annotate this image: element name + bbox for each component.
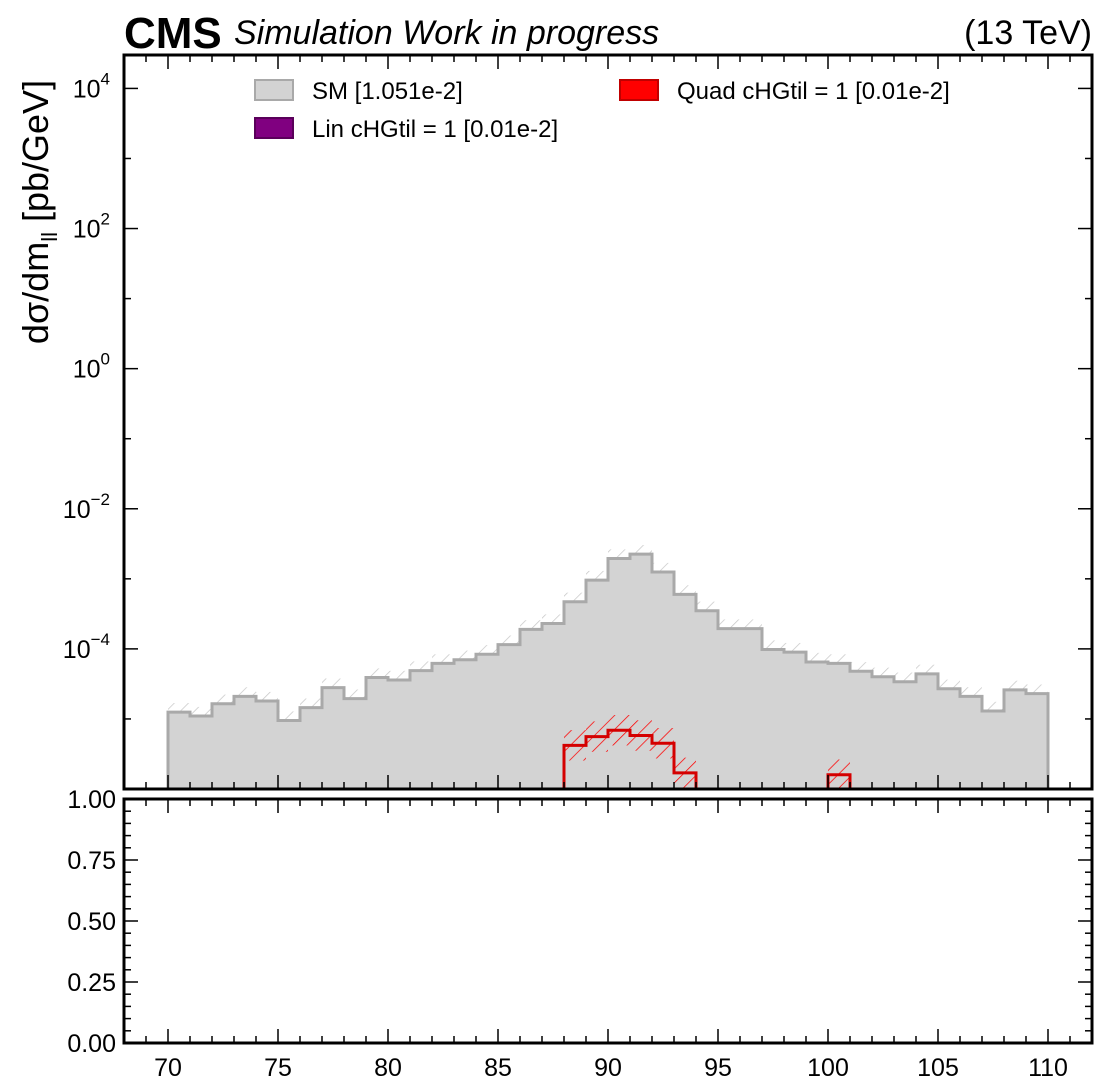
- status-label: Simulation Work in progress: [234, 14, 659, 52]
- y-axis-label: dσ/dmll [pb/GeV]: [15, 80, 62, 344]
- x-tick-label: 110: [1028, 1054, 1068, 1082]
- legend-label-sm: SM [1.051e-2]: [312, 78, 463, 105]
- y-tick-label: 10−4: [63, 630, 110, 664]
- ratio-y-tick-label: 0.75: [67, 847, 116, 875]
- legend-label-lin: Lin cHGtil = 1 [0.01e-2]: [312, 116, 558, 143]
- y-tick-label: 10−2: [63, 490, 110, 524]
- ratio-y-tick-label: 0.50: [67, 908, 116, 936]
- y-tick-label: 104: [73, 69, 110, 103]
- legend: SM [1.051e-2] Lin cHGtil = 1 [0.01e-2] Q…: [254, 78, 950, 143]
- ratio-y-tick-label: 0.00: [67, 1030, 116, 1058]
- sm-histogram-outline: [166, 552, 1050, 789]
- x-tick-label: 105: [917, 1054, 959, 1082]
- ratio-y-tick-label: 1.00: [67, 786, 116, 814]
- y-tick-label: 100: [73, 350, 110, 384]
- x-tick-label: 85: [484, 1054, 512, 1082]
- x-tick-label: 100: [807, 1054, 849, 1082]
- ratio-panel-frame: [122, 797, 1094, 1045]
- ratio-x-ticks: 70 75 80 85 90 95 100 105 110: [145, 799, 1071, 1082]
- legend-swatch-lin: [254, 117, 294, 139]
- x-tick-label: 95: [704, 1054, 732, 1082]
- legend-label-quad: Quad cHGtil = 1 [0.01e-2]: [677, 78, 950, 105]
- x-tick-label: 80: [374, 1054, 402, 1082]
- y-tick-label: 102: [73, 210, 110, 244]
- x-tick-label: 75: [264, 1054, 292, 1082]
- main-plot-area: [166, 545, 1050, 789]
- energy-label: (13 TeV): [964, 14, 1092, 52]
- main-x-ticks: [145, 55, 1071, 789]
- cms-label: CMS: [124, 9, 222, 58]
- x-tick-label: 90: [594, 1054, 622, 1082]
- x-tick-label: 70: [154, 1054, 182, 1082]
- ratio-y-tick-label: 0.25: [67, 969, 116, 997]
- ratio-y-ticks: 0.00 0.25 0.50 0.75 1.00: [67, 786, 1092, 1058]
- legend-swatch-sm: [254, 79, 294, 101]
- sm-histogram-fill: [168, 554, 1048, 789]
- legend-swatch-quad: [619, 79, 659, 101]
- main-y-ticks: 104 102 100 10−2 10−4: [63, 69, 1092, 790]
